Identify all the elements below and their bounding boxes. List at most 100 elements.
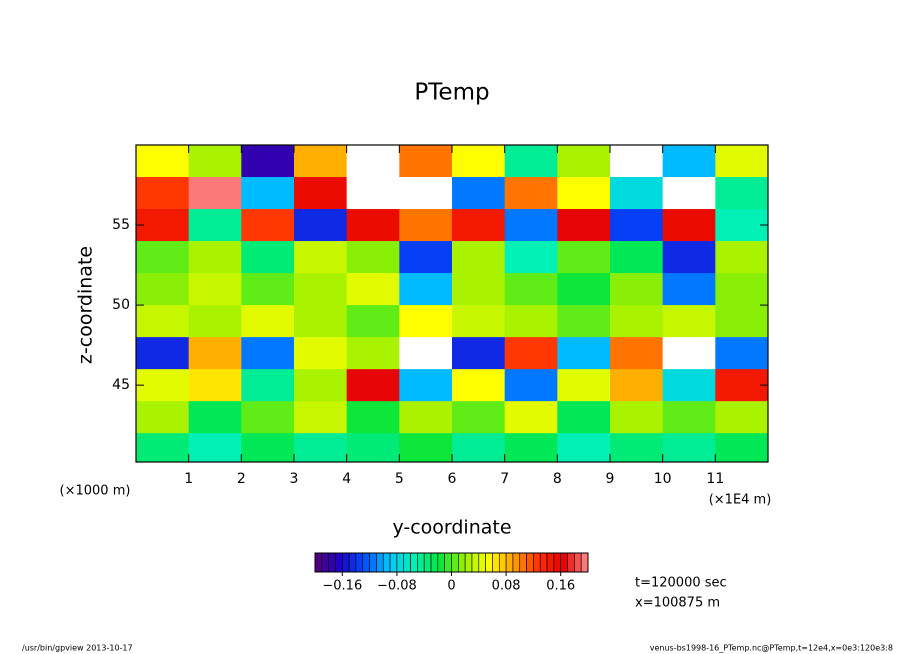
- y-tick-label: 45: [112, 377, 130, 393]
- cell: [241, 241, 295, 274]
- cell: [452, 337, 506, 370]
- cell: [452, 145, 506, 178]
- colorbar-box: [567, 552, 575, 573]
- colorbar-box: [458, 552, 466, 573]
- cell: [399, 369, 453, 402]
- cell: [346, 209, 400, 242]
- cell: [399, 177, 453, 210]
- cell: [294, 337, 348, 370]
- colorbar-box: [498, 552, 507, 573]
- colorbar-box: [574, 552, 582, 573]
- colorbar-box: [341, 552, 350, 573]
- cell: [715, 433, 768, 462]
- cell: [557, 305, 611, 338]
- cell: [610, 273, 664, 306]
- colorbar-box: [444, 552, 452, 573]
- cell: [294, 401, 348, 434]
- cell: [346, 145, 400, 178]
- colorbar-tick-label: −0.16: [322, 579, 362, 594]
- y-axis-label: z-coordinate: [75, 246, 97, 364]
- cell: [557, 145, 611, 178]
- cell: [188, 273, 242, 306]
- cell: [399, 273, 453, 306]
- colorbar-box: [417, 552, 425, 573]
- cell: [188, 337, 242, 370]
- colorbar-box: [539, 552, 548, 573]
- cell: [188, 401, 242, 434]
- x-tick-label: 2: [237, 471, 246, 487]
- colorbar-box: [437, 552, 445, 573]
- colorbar-box: [451, 552, 459, 573]
- colorbar-box: [485, 552, 493, 573]
- y-tick-label: 55: [112, 217, 130, 233]
- cell: [452, 401, 506, 434]
- x-tick-label: 8: [553, 471, 562, 487]
- annotation: x=100875 m: [635, 596, 720, 611]
- cell: [188, 305, 242, 338]
- colorbar-box: [430, 552, 439, 573]
- colorbar-box: [328, 552, 336, 573]
- colorbar-tick-label: 0.16: [546, 579, 575, 594]
- cell: [504, 209, 558, 242]
- cell: [504, 177, 558, 210]
- x-tick-label: 5: [395, 471, 404, 487]
- colorbar-box: [519, 552, 527, 573]
- cell: [241, 369, 295, 402]
- chart-title: PTemp: [414, 80, 489, 106]
- cell: [241, 305, 295, 338]
- colorbar-box: [382, 552, 391, 573]
- colorbar-box: [580, 552, 589, 573]
- cell: [715, 241, 768, 274]
- cell: [136, 145, 190, 178]
- colorbar-box: [464, 552, 473, 573]
- cell: [715, 337, 768, 370]
- colorbar-box: [526, 552, 534, 573]
- x-tick-label: 4: [342, 471, 351, 487]
- cell: [294, 241, 348, 274]
- y-tick-label: 50: [112, 297, 130, 313]
- colorbar-box: [348, 552, 357, 573]
- colorbar-tick-label: −0.08: [377, 579, 417, 594]
- cell: [399, 209, 453, 242]
- colorbar-box: [492, 552, 500, 573]
- cell: [557, 369, 611, 402]
- cell: [188, 433, 242, 462]
- cell: [241, 433, 295, 462]
- colorbar-box: [478, 552, 486, 573]
- x-tick-label: 6: [448, 471, 457, 487]
- cell: [136, 241, 190, 274]
- footer: /usr/bin/gpview 2013-10-17: [22, 644, 133, 653]
- cell: [662, 145, 716, 178]
- cell: [715, 401, 768, 434]
- colorbar-box: [505, 552, 514, 573]
- colorbar-box: [560, 552, 568, 573]
- cell: [241, 177, 295, 210]
- cell: [136, 273, 190, 306]
- colorbar-box: [403, 552, 411, 573]
- cell: [610, 177, 664, 210]
- cell: [346, 401, 400, 434]
- cell: [188, 145, 242, 178]
- cell: [294, 209, 348, 242]
- colorbar-box: [389, 552, 398, 573]
- colorbar-box: [410, 552, 418, 573]
- colorbar-box: [546, 552, 555, 573]
- colorbar-box: [512, 552, 521, 573]
- cell: [399, 241, 453, 274]
- cell: [188, 177, 242, 210]
- y-unit: (×1000 m): [60, 484, 131, 499]
- cell: [346, 241, 400, 274]
- colorbar-tick-label: 0: [447, 579, 455, 594]
- footer: venus-bs1998-16_PTemp.nc@PTemp,t=12e4,x=…: [650, 644, 893, 653]
- cell: [136, 305, 190, 338]
- colorbar-box: [355, 552, 364, 573]
- cell: [610, 369, 664, 402]
- cell: [452, 177, 506, 210]
- cell: [504, 433, 558, 462]
- cell: [399, 433, 453, 462]
- cell: [136, 369, 190, 402]
- cell: [136, 337, 190, 370]
- cell: [610, 209, 664, 242]
- cell: [241, 401, 295, 434]
